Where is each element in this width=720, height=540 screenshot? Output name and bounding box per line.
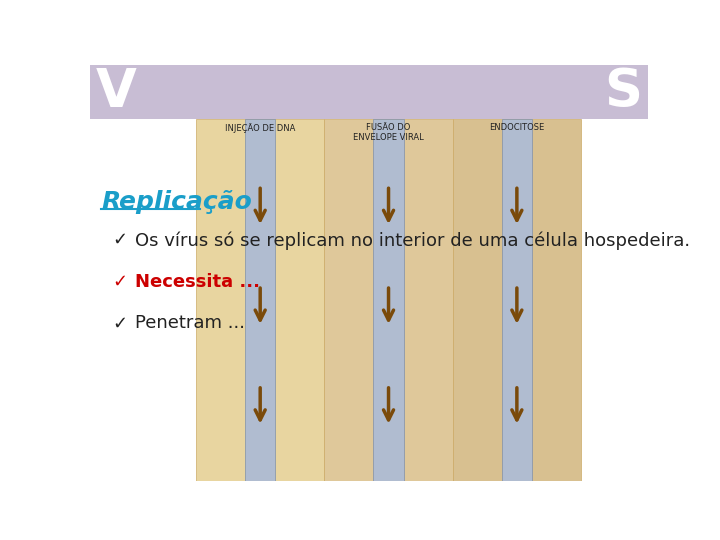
FancyBboxPatch shape <box>245 119 275 481</box>
Text: ✓: ✓ <box>112 314 127 332</box>
Text: Necessita ...: Necessita ... <box>135 273 260 291</box>
Text: Penetram ...: Penetram ... <box>135 314 245 332</box>
FancyBboxPatch shape <box>374 119 404 481</box>
FancyBboxPatch shape <box>453 119 581 481</box>
FancyBboxPatch shape <box>90 65 648 119</box>
FancyBboxPatch shape <box>502 119 532 481</box>
Text: INJEÇÃO DE DNA: INJEÇÃO DE DNA <box>225 123 295 133</box>
FancyBboxPatch shape <box>90 119 196 481</box>
Text: ✓: ✓ <box>112 231 127 249</box>
Text: Replicação: Replicação <box>101 190 252 213</box>
FancyBboxPatch shape <box>324 119 453 481</box>
Text: ENDOCITOSE: ENDOCITOSE <box>490 123 544 132</box>
Text: Os vírus só se replicam no interior de uma célula hospedeira.: Os vírus só se replicam no interior de u… <box>135 231 690 249</box>
Text: ✓: ✓ <box>112 273 127 291</box>
Text: S: S <box>604 66 642 118</box>
FancyBboxPatch shape <box>196 119 324 481</box>
Text: FUSÃO DO
ENVELOPE VIRAL: FUSÃO DO ENVELOPE VIRAL <box>353 123 424 143</box>
Text: V: V <box>96 66 137 118</box>
